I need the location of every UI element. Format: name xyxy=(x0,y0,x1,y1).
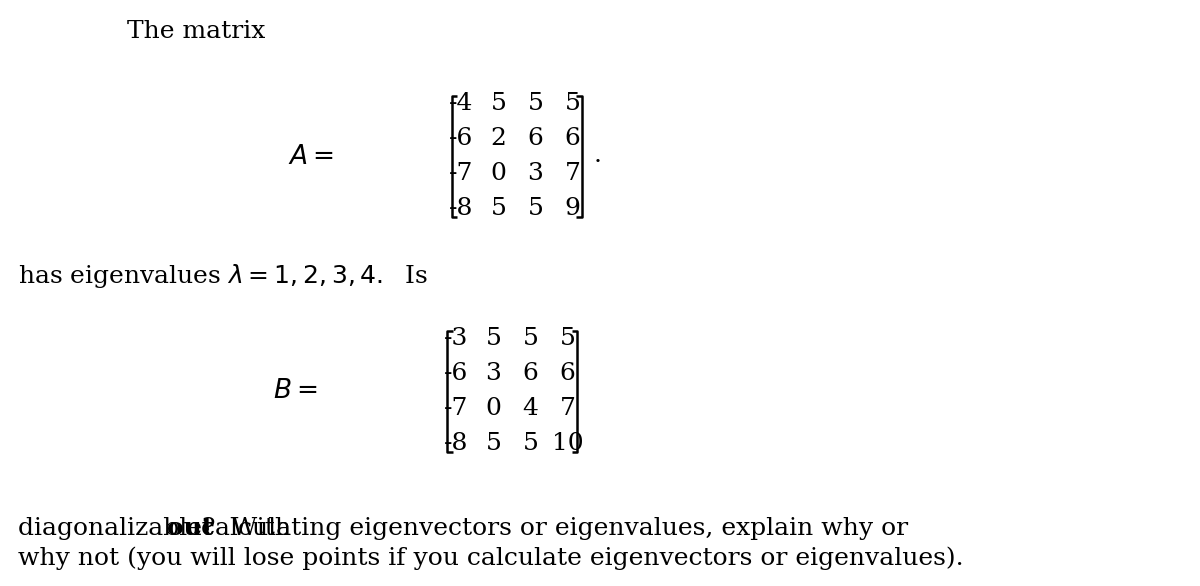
Text: 0: 0 xyxy=(486,397,502,420)
Text: 7: 7 xyxy=(559,397,576,420)
Text: -4: -4 xyxy=(449,92,474,115)
Text: -6: -6 xyxy=(449,127,474,150)
Text: 6: 6 xyxy=(564,127,581,150)
Text: 5: 5 xyxy=(491,197,506,220)
Text: $B =$: $B =$ xyxy=(274,379,318,404)
Text: -6: -6 xyxy=(444,362,469,385)
Text: 2: 2 xyxy=(491,127,506,150)
Text: $A =$: $A =$ xyxy=(288,144,334,169)
Text: 10: 10 xyxy=(552,432,583,455)
Text: 5: 5 xyxy=(491,92,506,115)
Text: 6: 6 xyxy=(523,362,539,385)
Text: -3: -3 xyxy=(444,327,469,350)
Text: 5: 5 xyxy=(564,92,581,115)
Text: 7: 7 xyxy=(564,162,581,185)
Text: 6: 6 xyxy=(559,362,576,385)
Text: 6: 6 xyxy=(528,127,544,150)
Text: 5: 5 xyxy=(559,327,576,350)
Text: why not (you will lose points if you calculate eigenvectors or eigenvalues).: why not (you will lose points if you cal… xyxy=(18,546,964,570)
Text: -7: -7 xyxy=(444,397,469,420)
Text: -8: -8 xyxy=(444,432,469,455)
Text: -8: -8 xyxy=(449,197,474,220)
Text: The matrix: The matrix xyxy=(127,19,265,43)
Text: 5: 5 xyxy=(528,197,544,220)
Text: .: . xyxy=(594,145,602,168)
Text: 0: 0 xyxy=(491,162,506,185)
Text: calculating eigenvectors or eigenvalues, explain why or: calculating eigenvectors or eigenvalues,… xyxy=(193,516,908,540)
Text: 5: 5 xyxy=(486,432,502,455)
Text: 3: 3 xyxy=(528,162,544,185)
Text: out: out xyxy=(167,516,214,540)
Text: 5: 5 xyxy=(486,327,502,350)
Text: -7: -7 xyxy=(449,162,474,185)
Text: 5: 5 xyxy=(523,327,539,350)
Text: 9: 9 xyxy=(564,197,581,220)
Text: 3: 3 xyxy=(486,362,502,385)
Text: diagonalizable?  With: diagonalizable? With xyxy=(18,516,290,540)
Text: 4: 4 xyxy=(523,397,539,420)
Text: has eigenvalues $\lambda = 1, 2, 3, 4.$  Is: has eigenvalues $\lambda = 1, 2, 3, 4.$ … xyxy=(18,262,427,290)
Text: 5: 5 xyxy=(528,92,544,115)
Text: 5: 5 xyxy=(523,432,539,455)
